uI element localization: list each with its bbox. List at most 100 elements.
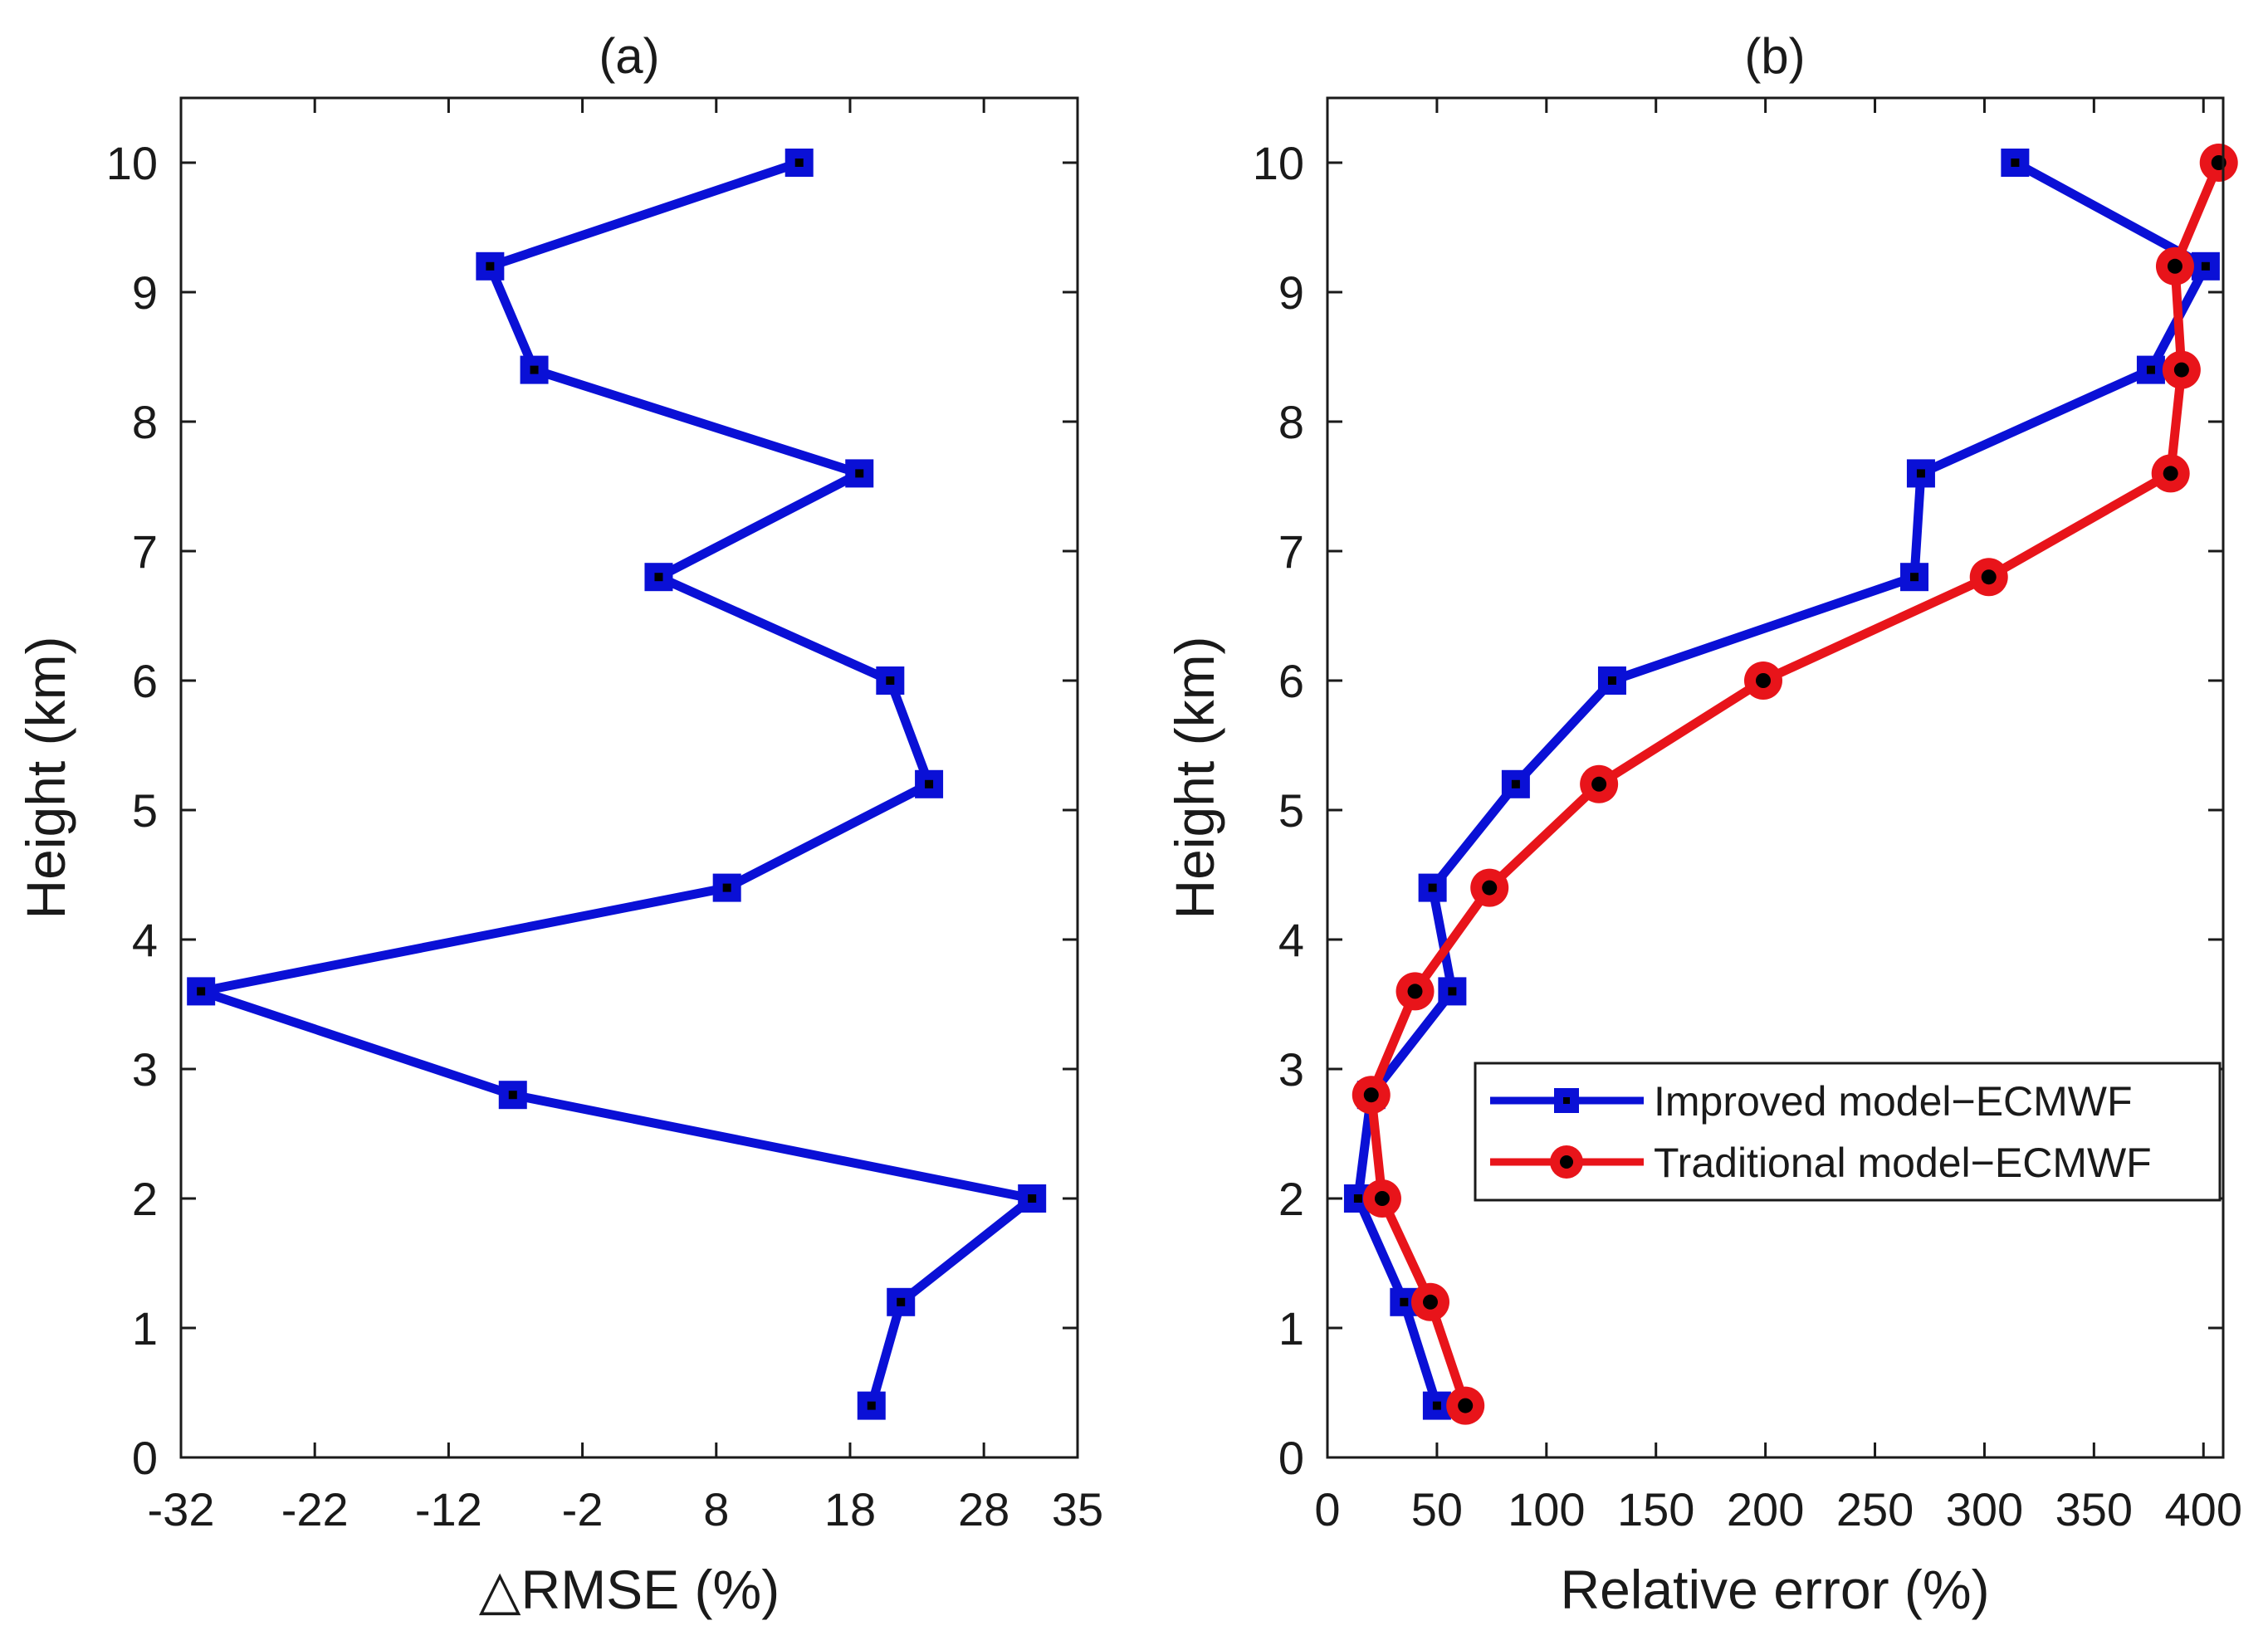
marker-center	[1916, 469, 1925, 478]
x-tick-label: 100	[1508, 1483, 1585, 1535]
panel-b-plot-area	[1343, 144, 2238, 1425]
panel-a-y-axis-label: Height (km)	[15, 636, 76, 919]
data-point	[876, 666, 905, 695]
data-point	[887, 1287, 916, 1316]
data-point	[785, 149, 814, 177]
y-tick-label: 5	[132, 784, 158, 837]
marker-center	[1448, 987, 1457, 996]
y-tick-label: 4	[132, 914, 158, 966]
data-point	[712, 873, 741, 902]
marker-center	[886, 676, 895, 685]
legend-marker-center	[1560, 1155, 1573, 1169]
x-tick-label: 50	[1411, 1483, 1463, 1535]
marker-center	[722, 883, 731, 892]
x-tick-label: 8	[703, 1483, 729, 1535]
legend-marker-center	[1563, 1097, 1570, 1104]
marker-center	[2173, 362, 2189, 378]
y-tick-label: 9	[132, 266, 158, 319]
y-tick-label: 2	[1278, 1173, 1304, 1225]
data-point	[1352, 1076, 1391, 1115]
panel-b: (b) 0 50 100 150 200 250 300 350 400 0 1 2 3 4 5 6 7 8 9 1…	[1164, 28, 2242, 1620]
y-tick-label: 8	[1278, 396, 1304, 448]
data-point	[1418, 873, 1447, 902]
y-tick-label: 9	[1278, 266, 1304, 319]
x-tick-label: 250	[1836, 1483, 1914, 1535]
data-point	[857, 1391, 886, 1420]
y-tick-label: 4	[1278, 914, 1304, 966]
data-point	[476, 251, 505, 281]
marker-center	[1981, 569, 1997, 585]
x-tick-label: -2	[562, 1483, 604, 1535]
panel-a-y-ticks: 0 1 2 3 4 5 6 7 8 9 10	[106, 137, 1078, 1484]
marker-center	[197, 987, 206, 996]
data-point	[2199, 144, 2238, 182]
legend-item-traditional: Traditional model−ECMWF	[1490, 1140, 2152, 1186]
marker-center	[1407, 984, 1423, 999]
data-point	[1470, 868, 1509, 907]
marker-center	[1374, 1191, 1390, 1206]
panel-a-title: (a)	[599, 28, 659, 84]
marker-center	[1400, 1297, 1409, 1306]
marker-center	[2163, 466, 2178, 481]
marker-center	[1755, 673, 1771, 688]
y-tick-label: 3	[1278, 1043, 1304, 1096]
x-tick-label: 400	[2165, 1483, 2242, 1535]
x-tick-label: 28	[958, 1483, 1009, 1535]
x-tick-label: 18	[824, 1483, 876, 1535]
data-point	[2001, 149, 2030, 177]
data-point	[520, 355, 549, 384]
y-tick-label: 7	[132, 525, 158, 578]
y-tick-label: 1	[1278, 1302, 1304, 1355]
y-tick-label: 10	[106, 137, 158, 189]
panel-a-axes-frame	[179, 96, 1079, 1459]
marker-center	[1511, 779, 1520, 788]
x-tick-label: 0	[1314, 1483, 1340, 1535]
legend-label-improved: Improved model−ECMWF	[1654, 1078, 2133, 1125]
panel-a-plot-area	[187, 149, 1047, 1420]
y-tick-label: 10	[1253, 137, 1304, 189]
marker-center	[530, 365, 539, 374]
y-tick-label: 7	[1278, 525, 1304, 578]
panel-a-x-ticks: -32 -22 -12 -2 8 18 28 35	[148, 98, 1103, 1535]
x-tick-label: 35	[1052, 1483, 1103, 1535]
data-point	[2155, 247, 2194, 286]
panel-b-title: (b)	[1744, 28, 1805, 84]
marker-center	[2011, 159, 2020, 167]
legend-label-traditional: Traditional model−ECMWF	[1654, 1140, 2152, 1186]
marker-center	[925, 779, 934, 788]
y-tick-label: 2	[132, 1173, 158, 1225]
marker-center	[654, 573, 663, 582]
data-point	[1597, 666, 1626, 695]
marker-center	[1482, 880, 1498, 896]
data-point	[915, 769, 944, 798]
x-tick-label: 300	[1946, 1483, 2023, 1535]
data-point	[1446, 1386, 1485, 1425]
y-tick-label: 3	[132, 1043, 158, 1096]
marker-center	[486, 261, 495, 271]
x-tick-label: -12	[415, 1483, 482, 1535]
data-point	[1410, 1282, 1449, 1321]
marker-center	[1353, 1194, 1362, 1203]
marker-center	[2167, 258, 2182, 274]
x-tick-label: 350	[2055, 1483, 2133, 1535]
data-point	[1969, 558, 2008, 597]
marker-center	[855, 469, 864, 478]
data-point	[1396, 972, 1435, 1011]
data-point	[2191, 251, 2220, 281]
marker-center	[2201, 261, 2210, 271]
data-point	[187, 977, 216, 1006]
x-tick-label: 200	[1727, 1483, 1804, 1535]
y-tick-label: 5	[1278, 784, 1304, 837]
y-tick-label: 0	[132, 1432, 158, 1484]
marker-center	[1422, 1294, 1438, 1310]
y-tick-label: 8	[132, 396, 158, 448]
data-point	[644, 563, 673, 592]
marker-center	[1607, 676, 1616, 685]
marker-center	[867, 1401, 876, 1410]
marker-center	[1910, 573, 1919, 582]
panel-b-axes-frame	[1326, 96, 2225, 1459]
x-tick-label: 150	[1617, 1483, 1694, 1535]
data-point	[1501, 769, 1530, 798]
